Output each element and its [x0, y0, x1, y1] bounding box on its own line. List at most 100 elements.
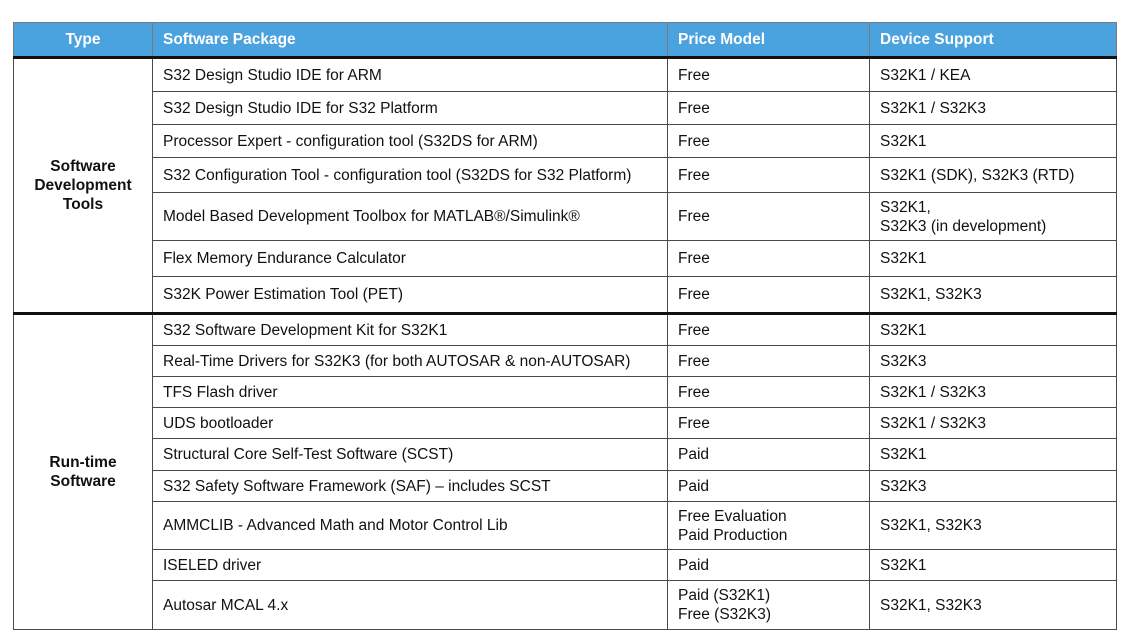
table-row: Real-Time Drivers for S32K3 (for both AU…: [14, 345, 1117, 377]
price-model-cell-line: Free: [678, 383, 710, 401]
header-device-support: Device Support: [869, 22, 1117, 59]
price-model-cell: Free: [667, 91, 870, 125]
software-package-cell: ISELED driver: [152, 549, 668, 581]
table-row: ISELED driver Paid S32K1: [14, 549, 1117, 581]
type-label-line: Software: [50, 473, 116, 490]
software-package-cell: AMMCLIB - Advanced Math and Motor Contro…: [152, 501, 668, 550]
type-cell: Run-time Software: [13, 312, 153, 630]
type-label-line: Run-time: [49, 454, 117, 471]
price-model-cell: Free: [667, 192, 870, 241]
device-support-cell-line: S32K1 / S32K3: [880, 99, 986, 117]
price-model-cell: Paid: [667, 438, 870, 471]
software-package-cell: UDS bootloader: [152, 407, 668, 439]
device-support-cell-line: S32K1, S32K3: [880, 286, 982, 303]
device-support-cell-line: S32K1: [880, 446, 927, 463]
device-support-cell: S32K1, S32K3: [869, 580, 1117, 630]
table-row: UDS bootloader Free S32K1 / S32K3: [14, 407, 1117, 439]
table-row: Processor Expert - configuration tool (S…: [14, 124, 1117, 158]
software-package-cell: TFS Flash driver: [152, 376, 668, 408]
price-model-cell-line: Free: [678, 352, 710, 370]
device-support-cell: S32K3: [869, 345, 1117, 377]
device-support-cell: S32K1: [869, 312, 1117, 346]
device-support-cell: S32K1 / KEA: [869, 56, 1117, 92]
software-package-cell: Autosar MCAL 4.x: [152, 580, 668, 630]
table-row: Flex Memory Endurance Calculator Free S32K…: [14, 240, 1117, 277]
device-support-cell-line: S32K1: [880, 321, 927, 339]
type-label-line: Software: [50, 158, 116, 175]
type-label-line: Development: [34, 177, 132, 194]
software-table: Type Software Package Price Model Device…: [13, 22, 1117, 630]
device-support-cell: S32K1: [869, 124, 1117, 158]
price-model-cell-line: Free: [678, 250, 710, 267]
device-support-cell-line: S32K1, S32K3: [880, 517, 982, 534]
price-model-cell-line: Paid: [678, 446, 710, 463]
price-model-cell: Free: [667, 407, 870, 439]
table-row: S32 Design Studio IDE for S32 Platform Fr…: [14, 91, 1117, 125]
device-support-cell-line: S32K1, S32K3: [880, 596, 982, 614]
software-package-cell: S32 Software Development Kit for S32K1: [152, 312, 668, 346]
device-support-cell: S32K1: [869, 438, 1117, 471]
table-row: Run-time Software S32 Software Development…: [13, 312, 1117, 630]
software-package-cell: S32 Design Studio IDE for S32 Platform: [152, 91, 668, 125]
device-support-cell-line: S32K3: [880, 477, 927, 495]
device-support-cell-line: S32K1 (SDK), S32K3 (RTD): [880, 166, 1075, 184]
table-row: S32K Power Estimation Tool (PET) Free S32K…: [14, 276, 1117, 314]
device-support-cell: S32K1 / S32K3: [869, 376, 1117, 408]
table-row: TFS Flash driver Free S32K1 / S32K3: [14, 376, 1117, 408]
device-support-cell-line: S32K1 / S32K3: [880, 414, 986, 432]
price-model-cell: Free: [667, 345, 870, 377]
device-support-cell: S32K1, S32K3: [869, 501, 1117, 550]
price-model-cell-line: Paid Production: [678, 526, 788, 544]
price-model-cell: Free: [667, 276, 870, 314]
software-package-cell: Structural Core Self-Test Software (SCST…: [152, 438, 668, 471]
device-support-cell-line: S32K1,: [880, 198, 931, 216]
device-support-cell: S32K1 (SDK), S32K3 (RTD): [869, 157, 1117, 193]
device-support-cell: S32K1 / S32K3: [869, 407, 1117, 439]
software-package-cell: Model Based Development Toolbox for MATL…: [152, 192, 668, 241]
software-package-cell: S32 Configuration Tool - configuration t…: [152, 157, 668, 193]
type-label-line: Tools: [62, 196, 104, 213]
software-package-cell: S32 Design Studio IDE for ARM: [152, 56, 668, 92]
software-package-cell: S32 Safety Software Framework (SAF) – in…: [152, 470, 668, 502]
table-row: Model Based Development Toolbox for MATL…: [14, 192, 1117, 241]
price-model-cell: Free: [667, 56, 870, 92]
table-row: AMMCLIB - Advanced Math and Motor Contro…: [14, 501, 1117, 550]
price-model-cell: Free: [667, 124, 870, 158]
device-support-cell-line: S32K3: [880, 352, 927, 370]
device-support-cell: S32K3: [869, 470, 1117, 502]
device-support-cell: S32K1: [869, 240, 1117, 277]
header-software-package: Software Package: [152, 22, 668, 59]
device-support-cell-line: S32K1: [880, 250, 927, 267]
price-model-cell: Free: [667, 312, 870, 346]
device-support-cell-line: S32K3 (in development): [880, 217, 1047, 235]
price-model-cell: Free: [667, 157, 870, 193]
price-model-cell: Free Evaluation Paid Production: [667, 501, 870, 550]
software-package-cell: Flex Memory Endurance Calculator: [152, 240, 668, 277]
price-model-cell-line: Paid: [678, 556, 710, 574]
table-row: Software Development Tools S32 Design Studi…: [13, 56, 1117, 314]
price-model-cell-line: Free: [678, 132, 710, 150]
software-package-cell: Real-Time Drivers for S32K3 (for both AU…: [152, 345, 668, 377]
table-row: S32 Configuration Tool - configuration t…: [14, 157, 1117, 193]
type-cell: Software Development Tools: [13, 56, 153, 314]
price-model-cell-line: Free: [678, 166, 710, 184]
price-model-cell-line: Free: [678, 414, 710, 432]
price-model-cell-line: Paid (S32K1): [678, 587, 771, 604]
price-model-cell-line: Free: [678, 99, 710, 117]
price-model-cell-line: Free: [678, 208, 710, 225]
device-support-cell: S32K1, S32K3 (in development): [869, 192, 1117, 241]
device-support-cell: S32K1, S32K3: [869, 276, 1117, 314]
header-price-model: Price Model: [667, 22, 870, 59]
price-model-cell-line: Paid: [678, 477, 710, 495]
device-support-cell-line: S32K1 / S32K3: [880, 383, 986, 401]
table-row: S32 Safety Software Framework (SAF) – in…: [14, 470, 1117, 502]
software-package-cell: Processor Expert - configuration tool (S…: [152, 124, 668, 158]
price-model-cell-line: Free: [678, 321, 710, 339]
price-model-cell: Free: [667, 376, 870, 408]
table-row: Autosar MCAL 4.x Paid (S32K1) Free (S32K3)…: [14, 580, 1117, 630]
price-model-cell-line: Free: [678, 286, 710, 303]
device-support-cell-line: S32K1 / KEA: [880, 66, 971, 84]
table-row: Structural Core Self-Test Software (SCST…: [14, 438, 1117, 471]
price-model-cell: Paid (S32K1) Free (S32K3): [667, 580, 870, 630]
device-support-cell: S32K1: [869, 549, 1117, 581]
